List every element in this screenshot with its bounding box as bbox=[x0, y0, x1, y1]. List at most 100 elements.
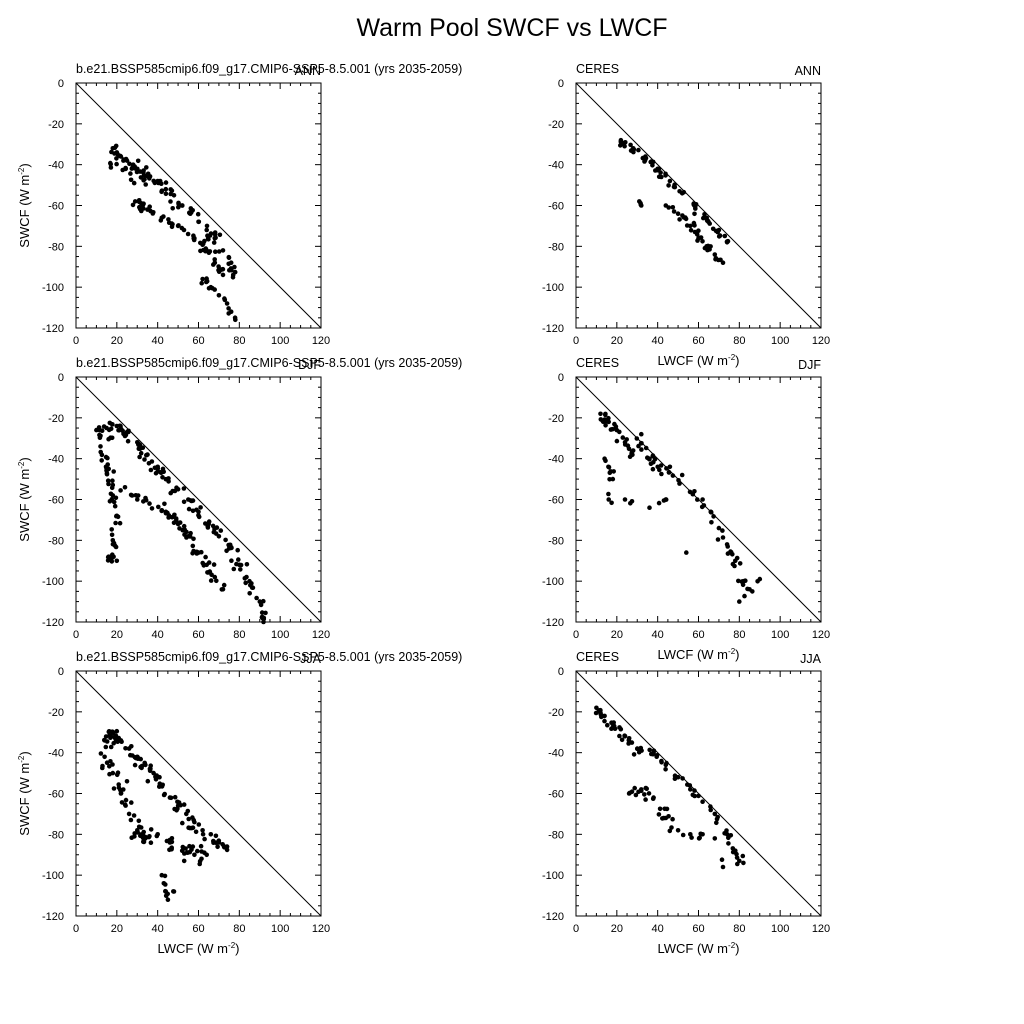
data-point bbox=[137, 454, 142, 460]
panel-season-label: JJA bbox=[800, 652, 822, 666]
data-point bbox=[143, 182, 148, 187]
data-point bbox=[655, 166, 660, 172]
data-point bbox=[159, 872, 165, 878]
data-point bbox=[171, 889, 177, 894]
data-point bbox=[110, 146, 116, 151]
data-point bbox=[709, 520, 714, 525]
data-point bbox=[218, 267, 223, 272]
data-point bbox=[692, 211, 697, 217]
data-point bbox=[121, 787, 126, 792]
data-point bbox=[220, 587, 226, 592]
data-point bbox=[612, 421, 617, 427]
data-point bbox=[190, 543, 196, 549]
data-point bbox=[680, 213, 685, 218]
data-point bbox=[103, 744, 109, 750]
data-point bbox=[227, 268, 232, 273]
data-point bbox=[156, 504, 161, 510]
data-point bbox=[99, 458, 104, 463]
data-point bbox=[161, 469, 166, 475]
data-point bbox=[128, 492, 134, 498]
data-point bbox=[181, 523, 187, 529]
data-point bbox=[130, 202, 136, 208]
data-point bbox=[663, 173, 668, 178]
y-tick-label: -100 bbox=[42, 282, 64, 294]
data-point bbox=[216, 293, 222, 298]
data-point bbox=[180, 844, 186, 850]
data-point bbox=[642, 159, 647, 164]
data-point bbox=[243, 580, 248, 586]
data-point bbox=[639, 441, 644, 446]
data-point bbox=[663, 815, 669, 821]
data-point bbox=[175, 521, 181, 527]
panel-season-label: DJF bbox=[798, 358, 821, 372]
panel-season-label: JJA bbox=[300, 652, 322, 666]
y-tick-label: -40 bbox=[548, 748, 564, 760]
data-point bbox=[728, 549, 734, 555]
data-point bbox=[639, 447, 644, 452]
y-tick-label: 0 bbox=[558, 666, 564, 678]
data-point bbox=[701, 215, 706, 221]
x-tick-label: 60 bbox=[192, 923, 204, 935]
x-tick-label: 40 bbox=[652, 335, 664, 347]
panel-obs-jja: 0 20 40 60 80 100 120 0 -20 -40 -60 -80 -100 -120 CERE… bbox=[542, 650, 830, 956]
data-point bbox=[161, 792, 167, 798]
data-point bbox=[122, 485, 128, 490]
data-point bbox=[719, 857, 725, 862]
data-point bbox=[175, 223, 181, 229]
y-tick-label: -60 bbox=[548, 495, 564, 507]
data-point bbox=[206, 521, 211, 527]
data-point bbox=[108, 165, 114, 170]
data-point bbox=[118, 738, 124, 743]
data-point bbox=[149, 506, 155, 511]
data-point bbox=[141, 170, 146, 176]
data-point bbox=[608, 427, 614, 432]
data-point bbox=[646, 791, 652, 796]
data-point bbox=[635, 746, 640, 751]
data-point bbox=[211, 562, 217, 567]
data-point bbox=[103, 454, 109, 460]
data-point bbox=[688, 223, 693, 229]
data-point bbox=[629, 499, 635, 504]
data-point bbox=[106, 466, 111, 472]
data-point bbox=[184, 529, 189, 535]
x-tick-label: 0 bbox=[573, 923, 579, 935]
x-tick-label: 80 bbox=[233, 923, 245, 935]
y-axis-label: SWCF (W m-2) bbox=[17, 457, 32, 541]
data-point bbox=[720, 864, 726, 870]
panel-case-label: CERES bbox=[576, 650, 619, 664]
scatter-points bbox=[108, 143, 238, 323]
data-point bbox=[199, 849, 204, 854]
data-point bbox=[737, 858, 742, 864]
data-point bbox=[141, 829, 146, 835]
data-point bbox=[124, 429, 130, 435]
data-point bbox=[692, 203, 697, 208]
panel-obs-ann: 0 20 40 60 80 100 120 0 -20 -40 -60 -80 -100 -120 CERE… bbox=[542, 62, 830, 368]
data-point bbox=[724, 832, 730, 837]
data-point bbox=[708, 807, 713, 813]
data-point bbox=[124, 779, 130, 784]
data-point bbox=[254, 595, 259, 601]
y-tick-label: -120 bbox=[542, 617, 564, 629]
x-tick-label: 20 bbox=[111, 923, 123, 935]
data-point bbox=[630, 448, 636, 453]
data-point bbox=[701, 503, 707, 508]
data-point bbox=[198, 248, 203, 254]
data-point bbox=[131, 813, 137, 818]
data-point bbox=[670, 816, 675, 822]
x-tick-label: 0 bbox=[73, 629, 79, 641]
data-point bbox=[712, 811, 718, 817]
data-point bbox=[159, 508, 164, 514]
x-tick-label: 60 bbox=[692, 923, 704, 935]
data-point bbox=[188, 211, 193, 216]
data-point bbox=[259, 610, 265, 615]
x-tick-label: 100 bbox=[271, 923, 289, 935]
x-tick-label: 80 bbox=[233, 335, 245, 347]
y-tick-label: -20 bbox=[548, 413, 564, 425]
y-tick-label: -40 bbox=[548, 454, 564, 466]
x-tick-label: 60 bbox=[692, 335, 704, 347]
scatter-points bbox=[598, 411, 763, 604]
reference-line bbox=[575, 670, 822, 917]
data-point bbox=[115, 770, 121, 775]
panel-season-label: DJF bbox=[298, 358, 321, 372]
data-point bbox=[618, 137, 624, 143]
